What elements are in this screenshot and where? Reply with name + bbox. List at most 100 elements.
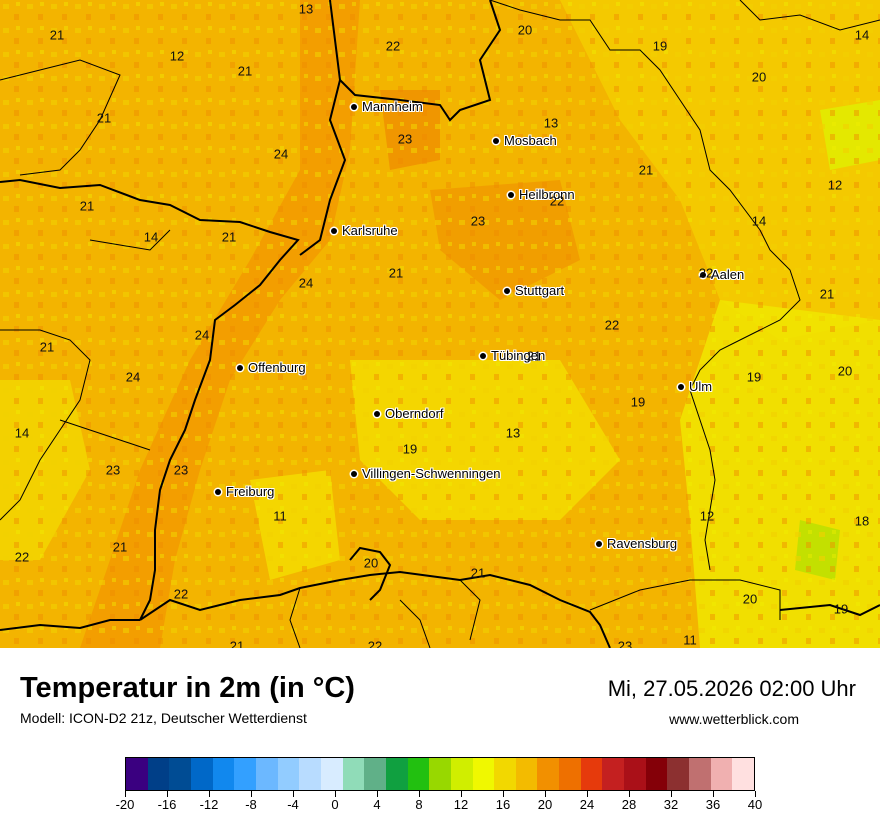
legend-swatch	[667, 758, 690, 790]
city-offenburg[interactable]: Offenburg	[237, 360, 306, 375]
legend-swatch	[255, 758, 278, 790]
map-title: Temperatur in 2m (in °C)	[20, 672, 355, 704]
legend-tick-label: -12	[199, 797, 219, 812]
temp-value: 20	[751, 69, 767, 85]
temp-value: 13	[543, 115, 559, 131]
legend-swatch	[212, 758, 235, 790]
legend-tick	[125, 791, 126, 797]
website-link[interactable]: www.wetterblick.com	[669, 711, 799, 727]
city-dot	[493, 137, 499, 144]
city-karlsruhe[interactable]: Karlsruhe	[331, 223, 398, 238]
temp-value: 20	[742, 591, 758, 607]
color-scale-legend	[125, 757, 755, 791]
legend-swatch	[190, 758, 213, 790]
temp-value: 22	[367, 638, 383, 649]
temp-value: 24	[194, 327, 210, 343]
temp-value: 12	[827, 177, 843, 193]
legend-tick	[377, 791, 378, 797]
legend-tick-label: 12	[453, 797, 469, 812]
legend-swatch	[385, 758, 408, 790]
legend-tick-label: -8	[245, 797, 257, 812]
temp-value: 23	[105, 462, 121, 478]
temp-value: 18	[854, 513, 870, 529]
legend-swatch	[126, 758, 148, 790]
city-villingen-schwenningen[interactable]: Villingen-Schwenningen	[351, 466, 501, 481]
legend-swatch	[559, 758, 581, 790]
temp-value: 19	[652, 38, 668, 54]
legend-swatch	[147, 758, 170, 790]
temp-value: 24	[298, 275, 314, 291]
temp-value: 14	[143, 229, 159, 245]
legend-tick-label: 32	[663, 797, 679, 812]
city-freiburg[interactable]: Freiburg	[215, 484, 274, 499]
temp-value: 21	[638, 162, 654, 178]
city-mannheim[interactable]: Mannheim	[351, 99, 423, 114]
legend-tick-label: -20	[115, 797, 135, 812]
city-dot	[596, 540, 602, 547]
temp-value: 23	[397, 131, 413, 147]
legend-tick-label: -16	[157, 797, 177, 812]
legend-swatch	[710, 758, 733, 790]
city-dot	[215, 488, 221, 495]
temp-value: 22	[604, 317, 620, 333]
forecast-datetime: Mi, 27.05.2026 02:00 Uhr	[607, 676, 856, 701]
map-canvas	[0, 0, 880, 648]
legend-swatch	[580, 758, 603, 790]
legend-tick-label: -4	[287, 797, 299, 812]
temp-value: 21	[49, 27, 65, 43]
temp-value: 19	[402, 441, 418, 457]
legend-tick-label: 8	[415, 797, 423, 812]
legend-swatch	[732, 758, 755, 790]
temp-value: 14	[854, 27, 870, 43]
city-dot	[480, 352, 486, 359]
city-oberndorf[interactable]: Oberndorf	[374, 406, 444, 421]
city-tuebingen[interactable]: Tübingen	[480, 348, 545, 363]
legend-tick-label: 28	[621, 797, 637, 812]
legend-swatch	[645, 758, 668, 790]
city-mosbach[interactable]: Mosbach	[493, 133, 557, 148]
legend-tick-label: 16	[495, 797, 511, 812]
temp-value: 19	[833, 601, 849, 617]
legend-tick	[419, 791, 420, 797]
city-dot	[374, 410, 380, 417]
city-ulm[interactable]: Ulm	[678, 379, 712, 394]
legend-tick	[587, 791, 588, 797]
legend-swatch	[277, 758, 300, 790]
temp-value: 21	[526, 348, 542, 364]
temp-value: 22	[173, 586, 189, 602]
city-dot	[700, 271, 706, 278]
legend-swatch	[624, 758, 646, 790]
temp-value: 22	[14, 549, 30, 565]
legend-tick-label: 4	[373, 797, 381, 812]
temp-value: 21	[96, 110, 112, 126]
legend-swatch	[407, 758, 430, 790]
temp-value: 12	[699, 508, 715, 524]
legend-swatch	[450, 758, 473, 790]
temp-value: 13	[298, 1, 314, 17]
city-stuttgart[interactable]: Stuttgart	[504, 283, 564, 298]
temp-value: 14	[14, 425, 30, 441]
temp-value: 21	[112, 539, 128, 555]
city-aalen[interactable]: Aalen	[700, 267, 744, 282]
temp-value: 20	[517, 22, 533, 38]
city-dot	[504, 287, 510, 294]
city-heilbronn[interactable]: Heilbronn	[508, 187, 575, 202]
legend-tick	[755, 791, 756, 797]
legend-tick	[503, 791, 504, 797]
legend-tick	[167, 791, 168, 797]
temperature-map[interactable]: Mannheim Mosbach Heilbronn Karlsruhe Stu…	[0, 0, 880, 648]
legend-swatch	[342, 758, 365, 790]
temp-value: 21	[470, 565, 486, 581]
temp-value: 19	[630, 394, 646, 410]
temp-value: 20	[363, 555, 379, 571]
legend-tick-label: 36	[705, 797, 721, 812]
legend-swatch	[364, 758, 386, 790]
temp-value: 21	[819, 286, 835, 302]
temp-value: 22	[698, 265, 714, 281]
city-dot	[351, 103, 357, 110]
legend-swatch	[234, 758, 256, 790]
legend-tick	[545, 791, 546, 797]
city-ravensburg[interactable]: Ravensburg	[596, 536, 677, 551]
legend-tick	[671, 791, 672, 797]
temp-value: 14	[751, 213, 767, 229]
